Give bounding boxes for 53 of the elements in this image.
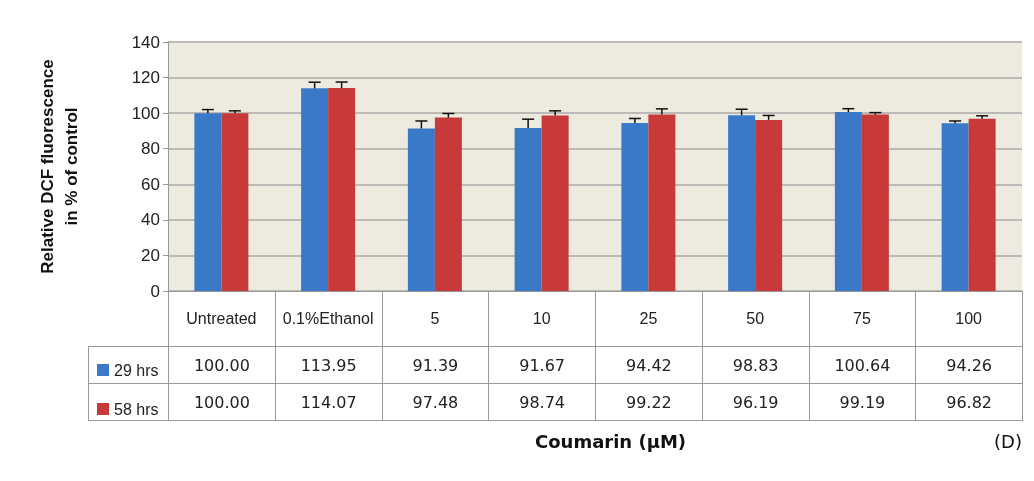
y-tick-label: 0 xyxy=(150,281,160,301)
bar xyxy=(728,115,756,291)
x-tick-label: 5 xyxy=(430,309,440,327)
y-tick-label: 60 xyxy=(141,174,160,194)
data-label: 113.95 xyxy=(274,346,383,384)
x-tick-label: 0.1%Ethanol xyxy=(282,309,374,327)
data-label: 100.00 xyxy=(168,346,276,384)
data-label: 96.19 xyxy=(701,383,810,421)
text: Coumarin (µM) xyxy=(535,430,687,452)
bar xyxy=(968,118,996,291)
x-tick-label: 50 xyxy=(746,309,765,327)
y-tick-label: 40 xyxy=(141,210,160,230)
x-tick-label: 100 xyxy=(955,309,983,327)
x-tick-label: 75 xyxy=(852,309,871,327)
data-label: 99.22 xyxy=(595,383,703,421)
bar xyxy=(941,123,969,291)
y-tick-label: 80 xyxy=(141,139,160,159)
legend-label: 29 hrs xyxy=(114,361,159,379)
data-label: 97.48 xyxy=(381,383,490,421)
bar xyxy=(541,115,569,291)
bar xyxy=(621,123,649,291)
bar xyxy=(407,128,435,291)
data-label: 91.67 xyxy=(488,346,596,384)
x-tick-label: 10 xyxy=(532,309,551,327)
data-label: 98.74 xyxy=(488,383,596,421)
data-label: 94.42 xyxy=(595,346,703,384)
data-label: 114.07 xyxy=(274,383,383,421)
bar xyxy=(755,119,783,291)
data-label: 98.83 xyxy=(701,346,810,384)
x-tick-label: Untreated xyxy=(186,309,257,327)
x-tick-label: 25 xyxy=(639,309,658,327)
y-tick-label: 100 xyxy=(131,103,160,123)
data-label: 91.39 xyxy=(381,346,490,384)
bar xyxy=(328,88,356,291)
bar xyxy=(434,117,462,291)
text: (D) xyxy=(994,430,1022,452)
y-tick-label: 140 xyxy=(131,32,160,52)
bar xyxy=(194,113,222,291)
data-label: 100.64 xyxy=(808,346,917,384)
y-tick-label: 120 xyxy=(131,68,160,88)
legend-label: 58 hrs xyxy=(114,400,159,418)
bar xyxy=(301,88,329,291)
data-label: 94.26 xyxy=(915,346,1023,384)
data-label: 96.82 xyxy=(915,383,1023,421)
data-label: 99.19 xyxy=(808,383,917,421)
bar xyxy=(221,113,249,291)
bar xyxy=(861,114,889,291)
y-tick-label: 20 xyxy=(141,245,160,265)
y-axis-title: Relative DCF fluorescence in % of control xyxy=(37,59,81,274)
bar xyxy=(834,112,862,291)
data-label: 100.00 xyxy=(168,383,276,421)
bar xyxy=(514,127,542,291)
bar xyxy=(648,114,676,291)
